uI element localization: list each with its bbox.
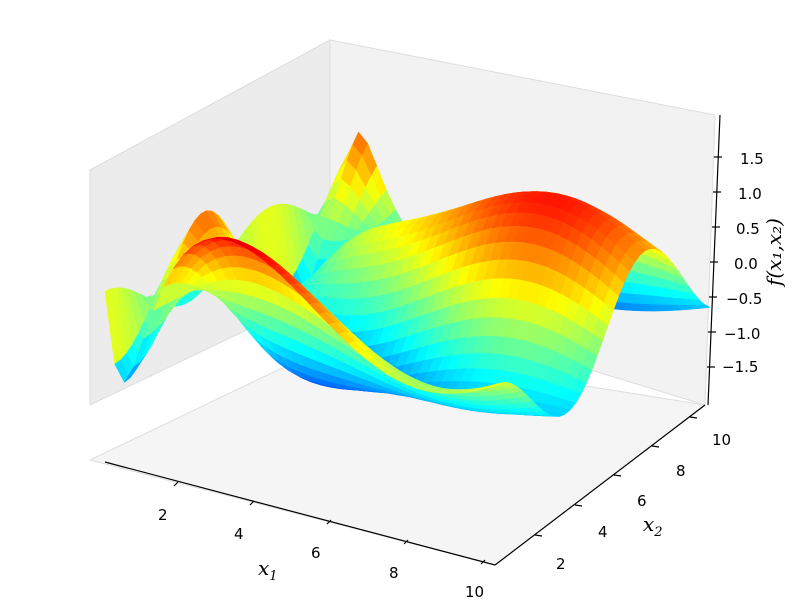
x-tick: 10 xyxy=(465,583,484,601)
x-tick: 6 xyxy=(311,544,321,562)
z-tick: 0.5 xyxy=(736,220,760,238)
y-axis-label: x2 xyxy=(643,512,663,540)
z-tick: 1.5 xyxy=(740,150,764,168)
z-tick: −1.0 xyxy=(724,325,760,343)
x-tick: 8 xyxy=(389,564,399,582)
x-tick: 4 xyxy=(234,525,244,543)
x-tick: 2 xyxy=(158,506,168,524)
y-tick: 6 xyxy=(637,492,647,510)
z-tick: 1.0 xyxy=(738,185,762,203)
y-tick: 4 xyxy=(598,523,608,541)
z-tick: −0.5 xyxy=(726,290,762,308)
y-tick: 10 xyxy=(712,431,731,449)
y-tick: 8 xyxy=(676,462,686,480)
x-axis-label: x1 xyxy=(258,556,278,584)
z-tick: −1.5 xyxy=(722,358,758,376)
z-axis-label: f(x₁,x₂) xyxy=(762,218,786,286)
y-tick: 2 xyxy=(556,555,566,573)
z-tick: 0.0 xyxy=(734,255,758,273)
